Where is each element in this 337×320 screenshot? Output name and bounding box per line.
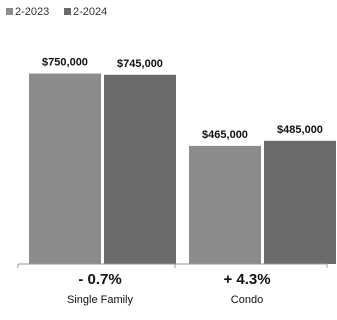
bar-single-family-2-2024 xyxy=(104,74,176,265)
category-label-condo: Condo xyxy=(231,294,263,306)
bar-condo-2-2024 xyxy=(264,140,336,264)
category-label-single-family: Single Family xyxy=(67,294,134,306)
legend: 2-2023 2-2024 xyxy=(6,6,107,18)
change-label-single-family: - 0.7% xyxy=(78,271,121,288)
legend-label-2-2023: 2-2023 xyxy=(15,6,49,18)
value-label-condo-2-2023: $465,000 xyxy=(202,129,248,141)
bar-condo-2-2023 xyxy=(189,145,261,264)
value-label-single-family-2-2024: $745,000 xyxy=(117,58,163,70)
bar-single-family-2-2023 xyxy=(29,73,101,264)
value-label-single-family-2-2023: $750,000 xyxy=(42,57,88,69)
bars xyxy=(29,73,336,265)
legend-swatch-2-2023 xyxy=(6,8,13,15)
legend-swatch-2-2024 xyxy=(64,8,71,15)
value-label-condo-2-2024: $485,000 xyxy=(277,124,323,136)
legend-label-2-2024: 2-2024 xyxy=(73,6,107,18)
change-label-condo: + 4.3% xyxy=(223,271,270,288)
value-labels: $750,000 $745,000 $465,000 $485,000 xyxy=(42,57,323,141)
